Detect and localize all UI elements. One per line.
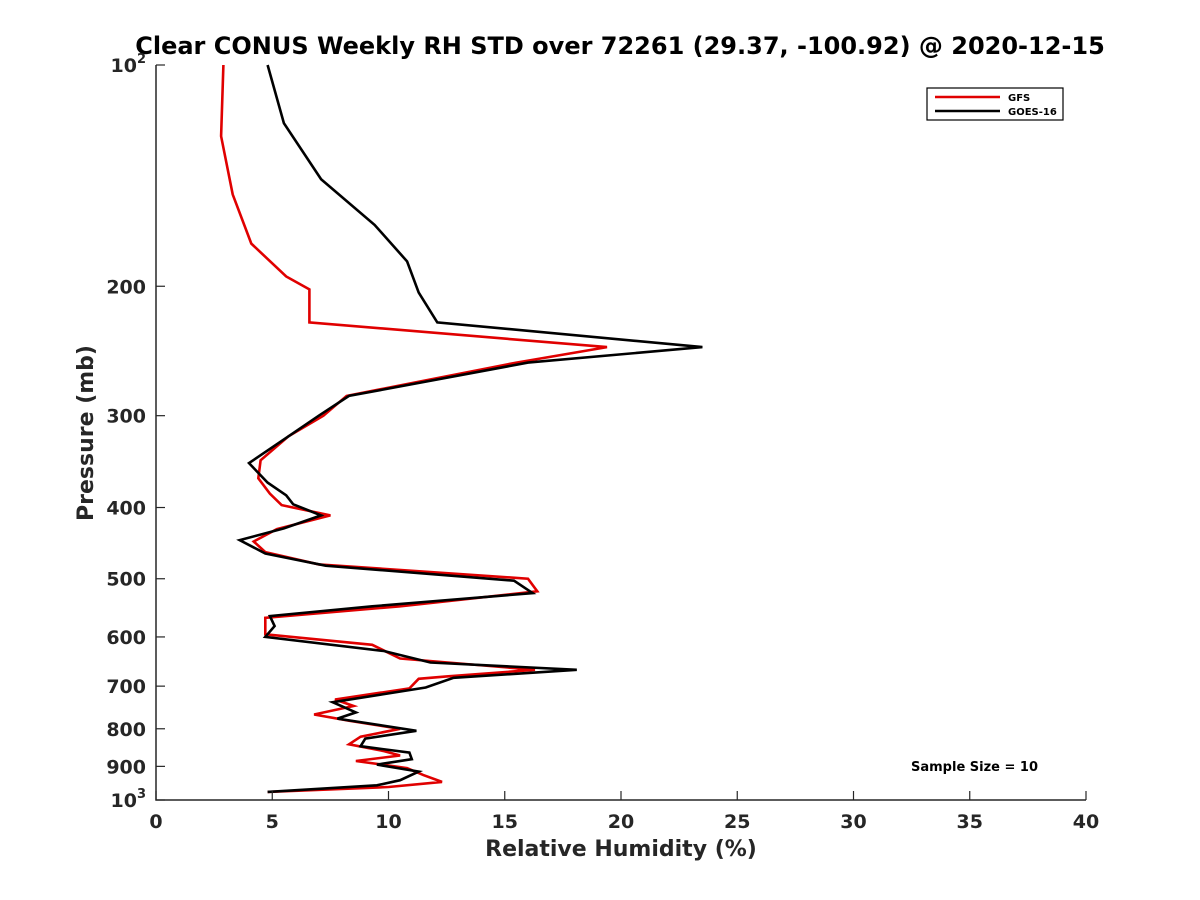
y-ticks: 102 200 300 400 500 600 700 800 900 103	[106, 52, 165, 812]
x-ticks: 0 5 10 15 20 25 30 35 40	[149, 791, 1099, 833]
x-tick-label: 30	[840, 811, 866, 833]
y-axis-label: Pressure (mb)	[74, 345, 99, 521]
x-tick-label: 20	[608, 811, 634, 833]
y-tick-label: 900	[106, 756, 146, 778]
sample-size-annotation: Sample Size = 10	[911, 760, 1038, 775]
y-tick-label: 600	[106, 627, 146, 649]
x-tick-label: 25	[724, 811, 750, 833]
series-line-goes16	[236, 64, 703, 794]
x-tick-label: 35	[957, 811, 983, 833]
x-tick-label: 15	[492, 811, 518, 833]
y-tick-label: 700	[106, 676, 146, 698]
legend-box	[926, 87, 1064, 121]
series-layer	[219, 64, 703, 794]
x-axis-label: Relative Humidity (%)	[485, 837, 757, 862]
x-tick-label: 5	[266, 811, 279, 833]
y-tick-label: 300	[106, 406, 146, 428]
y-tick-label: 500	[106, 569, 146, 591]
x-tick-label: 40	[1073, 811, 1099, 833]
x-tick-label: 0	[149, 811, 162, 833]
chart-title: Clear CONUS Weekly RH STD over 72261 (29…	[135, 32, 1105, 60]
y-tick-label: 800	[106, 719, 146, 741]
legend-label-goes16: GOES-16	[1008, 107, 1057, 118]
legend: GFS GOES-16	[926, 87, 1064, 121]
series-line-gfs	[219, 64, 608, 794]
y-tick-label: 103	[111, 787, 147, 812]
y-tick-label: 102	[111, 52, 147, 77]
y-tick-label: 200	[106, 276, 146, 298]
x-tick-label: 10	[375, 811, 401, 833]
y-tick-label: 400	[106, 498, 146, 520]
legend-label-gfs: GFS	[1008, 93, 1030, 104]
